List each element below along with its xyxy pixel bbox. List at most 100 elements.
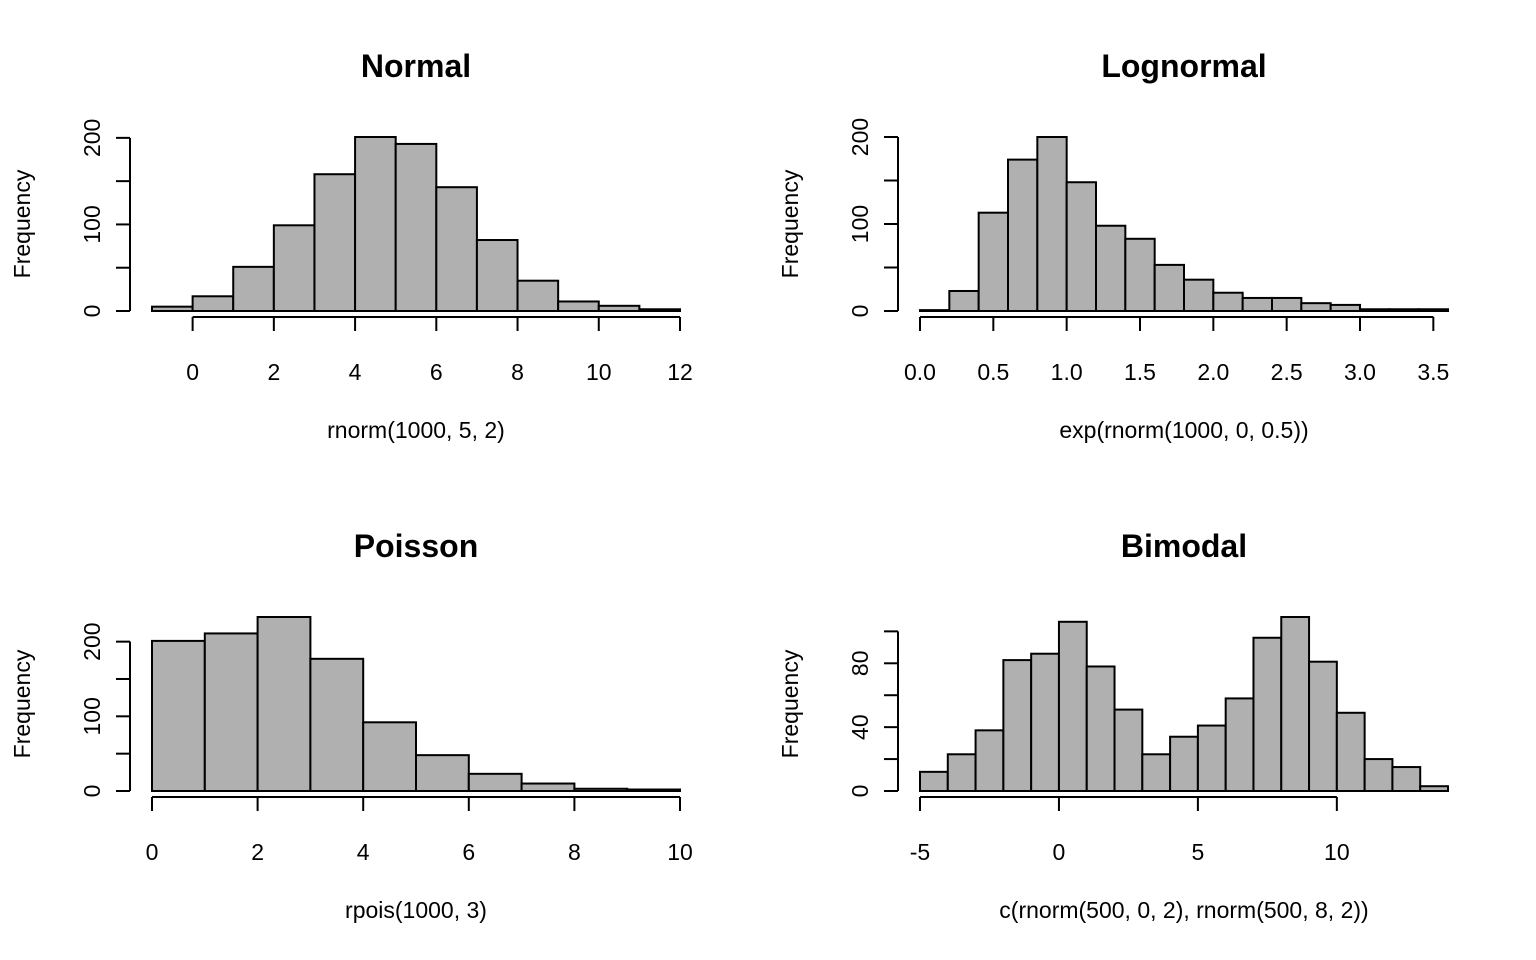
x-tick-label: 6 xyxy=(430,359,443,385)
x-axis-title: rnorm(1000, 5, 2) xyxy=(327,417,505,443)
y-axis-title: Frequency xyxy=(9,649,35,758)
y-tick-label: 80 xyxy=(847,650,873,676)
y-tick-label: 200 xyxy=(79,119,105,157)
x-tick-label: 12 xyxy=(667,359,693,385)
x-tick-label: 2.5 xyxy=(1271,359,1303,385)
histogram-bar xyxy=(557,300,600,312)
histogram-bar xyxy=(354,136,397,312)
y-tick-label: 0 xyxy=(79,785,105,798)
histogram-bar xyxy=(272,224,316,312)
histogram-bar xyxy=(1065,181,1097,312)
histogram-bar xyxy=(1169,735,1199,793)
histogram-bar xyxy=(1212,291,1244,313)
histogram-bar xyxy=(948,289,980,312)
panel-normal: Normal rnorm(1000, 5, 2) Frequency 0 2 4 6 8… xyxy=(9,48,693,443)
histogram-bar xyxy=(232,265,275,312)
x-tick-label: 0.5 xyxy=(977,359,1009,385)
histogram-bar xyxy=(151,639,206,792)
y-axis: 0 40 80 xyxy=(847,630,899,797)
x-axis: -5 0 5 10 xyxy=(910,796,1350,865)
histogram-bar xyxy=(1196,724,1227,793)
histogram-bar xyxy=(1300,302,1332,313)
histogram-bar xyxy=(946,753,977,793)
x-tick-label: 3.5 xyxy=(1417,359,1449,385)
x-tick-label: 4 xyxy=(357,839,370,865)
histogram-bar xyxy=(1113,708,1144,792)
chart-title: Poisson xyxy=(354,528,478,564)
y-axis-title: Frequency xyxy=(9,169,35,278)
histogram-bar xyxy=(1095,224,1127,313)
histogram-bar xyxy=(203,632,259,793)
x-tick-label: 2.0 xyxy=(1197,359,1229,385)
chart-title: Bimodal xyxy=(1121,528,1247,564)
histogram-bar xyxy=(394,142,438,312)
y-axis-title: Frequency xyxy=(777,649,803,758)
histogram-bar xyxy=(626,788,682,792)
x-axis-title: exp(rnorm(1000, 0, 0.5)) xyxy=(1059,417,1308,443)
x-tick-label: 0 xyxy=(146,839,159,865)
histogram-bar xyxy=(638,308,682,312)
histogram-bar xyxy=(1271,296,1303,313)
y-axis: 0 100 200 xyxy=(79,622,131,798)
bars xyxy=(151,136,682,313)
x-tick-label: 6 xyxy=(462,839,475,865)
chart-title: Normal xyxy=(361,48,471,84)
chart-title: Lognormal xyxy=(1101,48,1266,84)
histogram-bar xyxy=(573,787,629,792)
y-axis: 0 100 200 xyxy=(847,118,899,317)
y-tick-label: 0 xyxy=(79,305,105,318)
histogram-bar xyxy=(435,186,478,312)
histogram-bar xyxy=(520,782,576,792)
x-tick-label: 1.0 xyxy=(1051,359,1083,385)
x-tick-label: 1.5 xyxy=(1124,359,1156,385)
x-axis-title: c(rnorm(500, 0, 2), rnorm(500, 8, 2)) xyxy=(999,897,1368,923)
x-tick-label: 0 xyxy=(1053,839,1066,865)
x-tick-label: 5 xyxy=(1191,839,1204,865)
histogram-bar xyxy=(597,304,641,312)
y-tick-label: 100 xyxy=(79,205,105,243)
histogram-bar xyxy=(191,295,235,312)
panel-bimodal: Bimodal c(rnorm(500, 0, 2), rnorm(500, 8… xyxy=(777,528,1450,923)
histogram-bar xyxy=(1085,665,1116,793)
histogram-bar xyxy=(1391,766,1422,793)
x-axis: 0 2 4 6 8 10 xyxy=(146,796,693,865)
histogram-bar xyxy=(1036,136,1068,312)
y-tick-label: 200 xyxy=(847,118,873,156)
bars xyxy=(151,616,682,793)
histogram-bar xyxy=(1183,278,1215,312)
histogram-bar xyxy=(1241,296,1273,313)
x-tick-label: 2 xyxy=(251,839,264,865)
histogram-bar xyxy=(1007,158,1039,312)
histogram-bar xyxy=(475,239,519,312)
histogram-bar xyxy=(1224,697,1255,792)
histogram-bar xyxy=(1308,660,1338,793)
histogram-bar xyxy=(313,173,357,312)
y-tick-label: 100 xyxy=(847,205,873,243)
x-tick-label: 0 xyxy=(186,359,199,385)
x-tick-label: 10 xyxy=(1324,839,1350,865)
histogram-bar xyxy=(1002,659,1033,792)
bars xyxy=(919,136,1449,313)
histogram-bar xyxy=(256,616,312,792)
histogram-bar xyxy=(1030,652,1060,792)
histogram-bar xyxy=(1419,785,1450,792)
histogram-bar xyxy=(362,721,418,793)
histogram-bar xyxy=(1124,237,1156,312)
histogram-bar xyxy=(1252,636,1283,793)
histogram-bar xyxy=(151,305,194,312)
histogram-bar xyxy=(467,772,523,793)
histogram-bar xyxy=(516,279,560,313)
histogram-bar xyxy=(1280,616,1311,792)
panel-poisson: Poisson rpois(1000, 3) Frequency 0 2 4 6 8 10… xyxy=(9,528,693,923)
x-tick-label: 2 xyxy=(267,359,280,385)
histogram-bar xyxy=(1153,263,1185,313)
histogram-bar xyxy=(1141,753,1172,793)
y-tick-label: 200 xyxy=(79,622,105,660)
histogram-bar xyxy=(1057,620,1088,793)
y-axis-title: Frequency xyxy=(777,169,803,278)
panel-lognormal: Lognormal exp(rnorm(1000, 0, 0.5)) Frequ… xyxy=(777,48,1449,443)
x-tick-label: 8 xyxy=(511,359,524,385)
histogram-bar xyxy=(1335,711,1366,793)
x-tick-label: -5 xyxy=(910,839,930,865)
